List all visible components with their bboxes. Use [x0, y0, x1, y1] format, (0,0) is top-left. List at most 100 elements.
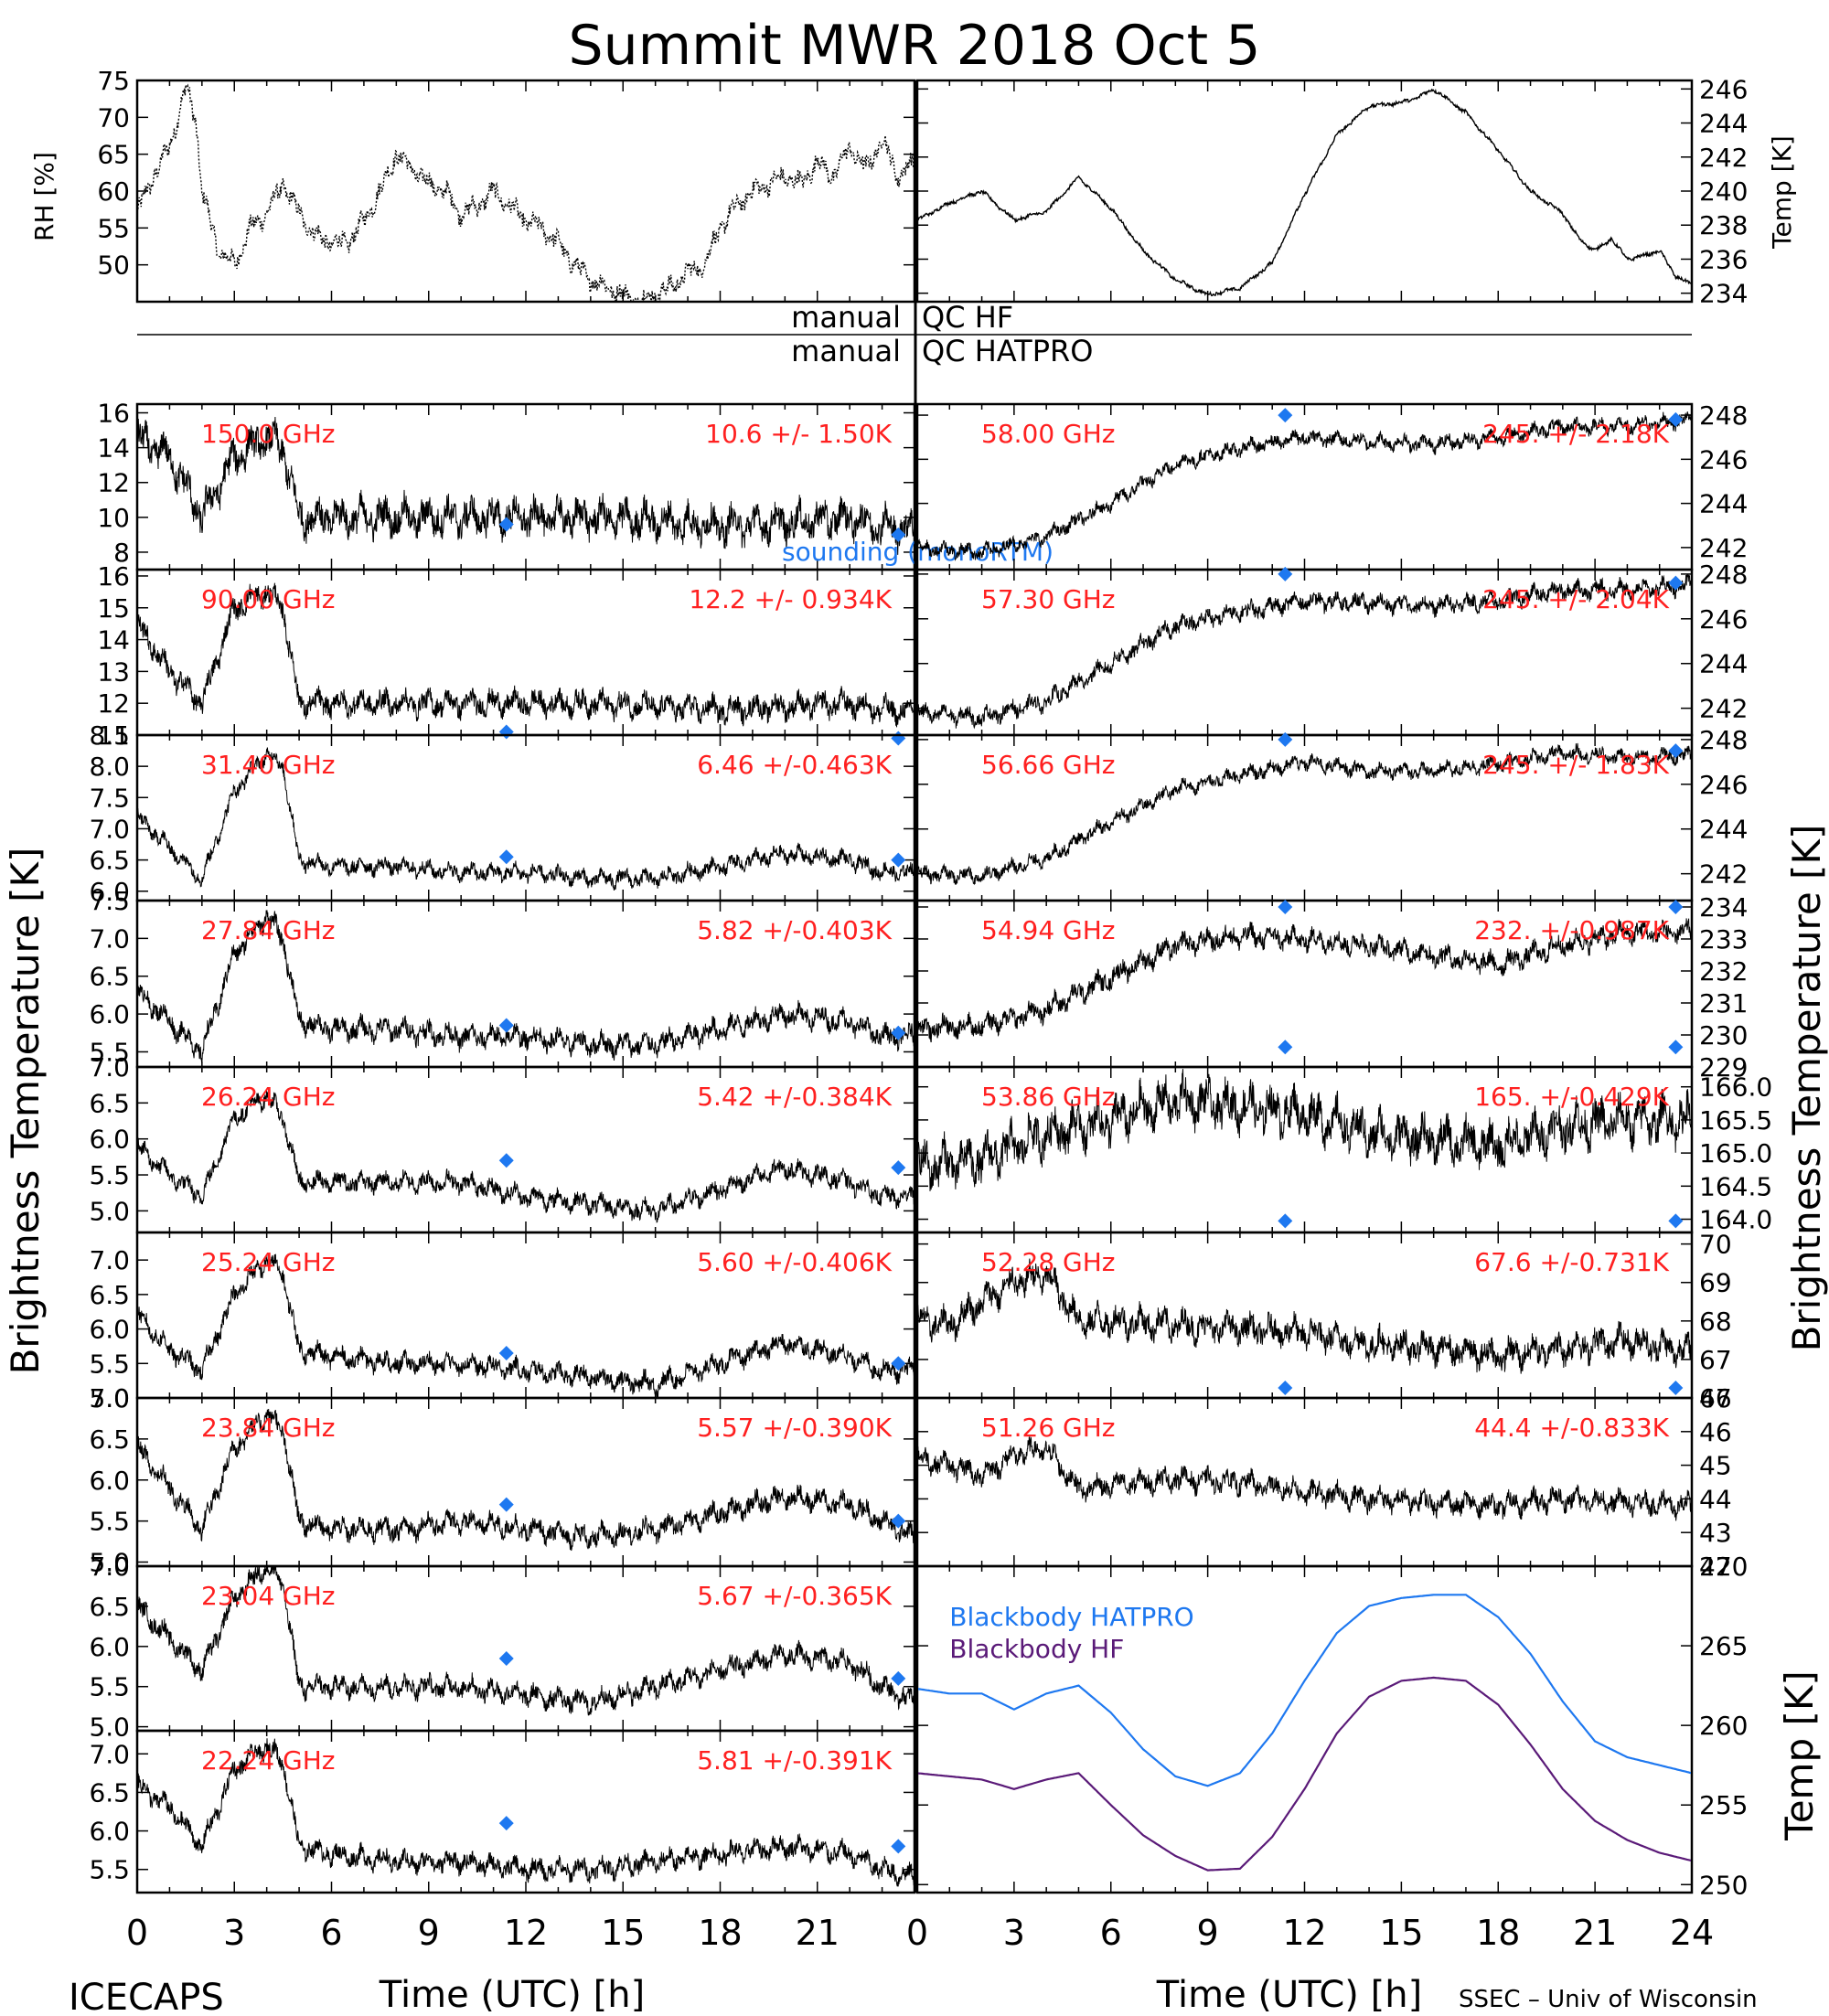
plot-area — [918, 88, 1691, 297]
y-tick-label: 69 — [1699, 1268, 1732, 1298]
y-tick-label: 265 — [1699, 1631, 1748, 1661]
y-tick-label: 10 — [97, 503, 130, 533]
sounding-point — [498, 1497, 514, 1512]
y-tick-label: 248 — [1699, 560, 1748, 590]
legend-entry: Blackbody HF — [949, 1634, 1124, 1664]
y-tick-label: 236 — [1699, 244, 1748, 274]
frequency-label: 58.00 GHz — [981, 419, 1116, 449]
y-tick-label: 6.0 — [89, 1125, 130, 1155]
frequency-label: 25.24 GHz — [201, 1247, 336, 1277]
panel-ch2784: 5.5 6.0 6.5 7.0 7.5 27.84 GHz 5.82 +/-0.403K — [89, 886, 916, 1069]
y-tick-label: 229 — [1699, 1052, 1748, 1083]
qc-label-left-1: manual — [791, 300, 901, 335]
y-tick-label: 8.0 — [89, 752, 130, 782]
sounding-point — [891, 1160, 906, 1176]
sounding-point — [1668, 743, 1684, 759]
x-tick-label: 12 — [1282, 1913, 1326, 1953]
trace-ch2224 — [138, 1738, 914, 1887]
y-tick-label: 6.5 — [89, 962, 130, 992]
plot-area — [918, 1594, 1691, 1872]
stats-label: 245. +/- 2.04K — [1482, 584, 1669, 614]
bt-left-axis-label: Brightness Temperature [K] — [3, 848, 48, 1375]
x-tick-label: 0 — [906, 1913, 928, 1953]
sounding-point — [1278, 900, 1293, 914]
frequency-label: 22.24 GHz — [201, 1745, 336, 1776]
x-tick-label: 18 — [1476, 1913, 1520, 1953]
sounding-point — [1278, 566, 1293, 581]
plot-area — [138, 582, 914, 728]
y-tick-label: 6.0 — [89, 1315, 130, 1345]
stats-label: 67.6 +/-0.731K — [1474, 1247, 1669, 1277]
y-tick-label: 244 — [1699, 649, 1748, 679]
rh-axis-label: RH [%] — [29, 152, 59, 241]
y-tick-label: 6.0 — [89, 1632, 130, 1662]
frequency-label: 53.86 GHz — [981, 1082, 1116, 1112]
frequency-label: 26.24 GHz — [201, 1082, 336, 1112]
plot-area — [918, 1258, 1691, 1374]
y-tick-label: 70 — [1699, 1230, 1732, 1260]
y-tick-label: 164.5 — [1699, 1171, 1772, 1201]
x-tick-label: 12 — [504, 1913, 548, 1953]
y-tick-label: 242 — [1699, 533, 1748, 563]
y-tick-label: 75 — [97, 66, 130, 96]
y-tick-label: 7.0 — [89, 1383, 130, 1413]
stats-label: 245. +/- 1.83K — [1482, 750, 1669, 780]
y-tick-label: 242 — [1699, 143, 1748, 173]
y-tick-label: 234 — [1699, 892, 1748, 923]
plot-area — [918, 411, 1691, 561]
y-tick-label: 45 — [1699, 1451, 1732, 1481]
trace-ch3140 — [138, 747, 914, 891]
y-tick-label: 232 — [1699, 956, 1748, 987]
x-tick-labels: 0 3 6 9 12 15 18 21 0 3 6 9 12 15 18 21 24 — [126, 1913, 1714, 1953]
sounding-point — [498, 1816, 514, 1831]
frequency-label: 31.40 GHz — [201, 750, 336, 780]
y-tick-label: 46 — [1699, 1417, 1732, 1447]
sounding-point — [891, 1025, 906, 1040]
y-tick-label: 43 — [1699, 1518, 1732, 1548]
y-tick-label: 246 — [1699, 74, 1748, 104]
frequency-label: 51.26 GHz — [981, 1413, 1116, 1443]
x-axis-label-right: Time (UTC) [h] — [1156, 1974, 1422, 2011]
sounding-point — [1668, 411, 1684, 427]
stats-label: 10.6 +/- 1.50K — [705, 419, 892, 449]
y-tick-label: 260 — [1699, 1711, 1748, 1741]
y-tick-label: 244 — [1699, 489, 1748, 519]
y-tick-label: 246 — [1699, 770, 1748, 800]
sounding-point — [1278, 1380, 1293, 1395]
y-tick-label: 166.0 — [1699, 1072, 1772, 1103]
stats-label: 232. +/-0.987K — [1474, 915, 1669, 945]
panel-ch2624: 5.0 5.5 6.0 6.5 7.0 26.24 GHz 5.42 +/-0.384K — [89, 1052, 916, 1234]
y-tick-label: 6.0 — [89, 999, 130, 1029]
trace-ch5386 — [918, 1069, 1691, 1191]
sounding-point — [1668, 900, 1684, 914]
trace-ch9030 — [138, 582, 914, 728]
y-tick-label: 6.0 — [89, 1466, 130, 1496]
y-tick-label: 7.0 — [89, 814, 130, 844]
y-tick-label: 7.0 — [89, 1052, 130, 1083]
sounding-point — [891, 1839, 906, 1854]
y-tick-label: 230 — [1699, 1020, 1748, 1051]
y-tick-label: 5.0 — [89, 1196, 130, 1226]
y-tick-label: 66 — [1699, 1383, 1732, 1413]
sounding-point — [1278, 731, 1293, 747]
trace-ch5800 — [918, 411, 1691, 561]
x-tick-label: 3 — [223, 1913, 245, 1953]
y-tick-label: 5.5 — [89, 1672, 130, 1702]
sounding-point — [1278, 1213, 1293, 1229]
frequency-label: 56.66 GHz — [981, 750, 1116, 780]
trace-ch2624 — [138, 1088, 914, 1223]
plot-area — [138, 1253, 914, 1397]
trace-ch5730 — [918, 573, 1691, 730]
stats-label: 245. +/- 2.18K — [1482, 419, 1669, 449]
y-tick-label: 233 — [1699, 924, 1748, 955]
y-tick-label: 42 — [1699, 1552, 1732, 1582]
y-tick-label: 250 — [1699, 1870, 1748, 1900]
series-line-hf — [918, 1676, 1691, 1872]
y-tick-label: 8 — [113, 538, 130, 568]
y-tick-label: 15 — [97, 593, 130, 624]
panels-group: 5055606570752342362382402422442468101214… — [89, 66, 1772, 1953]
y-tick-label: 244 — [1699, 109, 1748, 139]
y-tick-label: 68 — [1699, 1307, 1732, 1337]
x-tick-label: 21 — [796, 1913, 840, 1953]
